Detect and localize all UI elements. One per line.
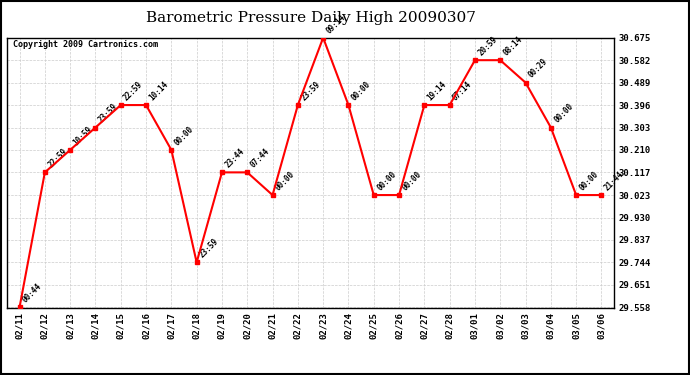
Text: 22:59: 22:59 [122, 80, 145, 102]
Text: 08:14: 08:14 [502, 34, 524, 57]
Text: 00:00: 00:00 [400, 170, 423, 192]
Text: 23:59: 23:59 [97, 102, 119, 125]
Text: 07:14: 07:14 [451, 80, 474, 102]
Text: 00:00: 00:00 [350, 80, 373, 102]
Text: 00:44: 00:44 [21, 282, 43, 304]
Text: 23:59: 23:59 [198, 237, 221, 260]
Text: 00:00: 00:00 [375, 170, 398, 192]
Text: 21:44: 21:44 [603, 170, 626, 192]
Text: 23:59: 23:59 [299, 80, 322, 102]
Text: 19:14: 19:14 [426, 80, 449, 102]
Text: 23:44: 23:44 [224, 147, 246, 170]
Text: 00:00: 00:00 [552, 102, 575, 125]
Text: Barometric Pressure Daily High 20090307: Barometric Pressure Daily High 20090307 [146, 11, 475, 25]
Text: 10:59: 10:59 [72, 124, 95, 147]
Text: 22:59: 22:59 [46, 147, 69, 170]
Text: 00:00: 00:00 [578, 170, 600, 192]
Text: 10:14: 10:14 [148, 80, 170, 102]
Text: 07:44: 07:44 [248, 147, 271, 170]
Text: 20:59: 20:59 [476, 34, 499, 57]
Text: 00:29: 00:29 [527, 57, 550, 80]
Text: Copyright 2009 Cartronics.com: Copyright 2009 Cartronics.com [13, 40, 158, 49]
Text: 09:14: 09:14 [324, 12, 347, 35]
Text: 00:00: 00:00 [274, 170, 297, 192]
Text: 00:00: 00:00 [172, 124, 195, 147]
